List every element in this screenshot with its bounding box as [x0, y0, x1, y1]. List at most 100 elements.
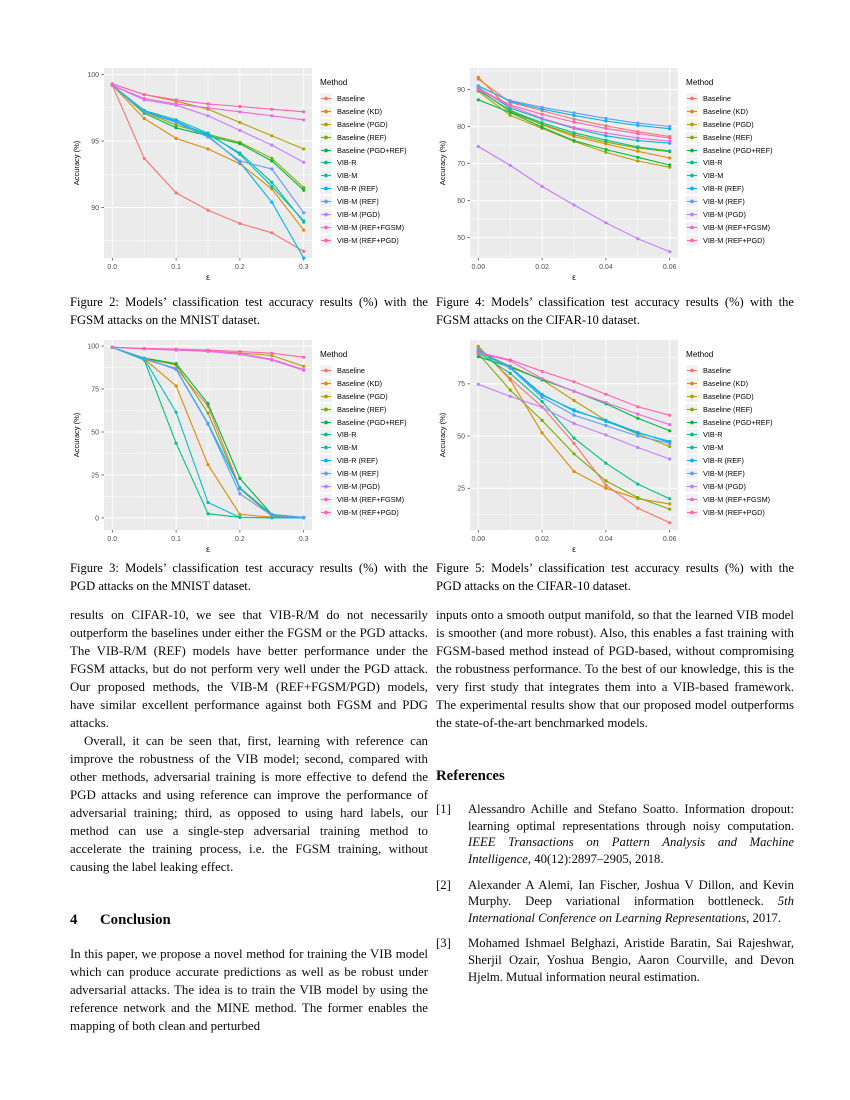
- legend-title: Method: [686, 350, 714, 359]
- legend-key-icon: [320, 105, 332, 117]
- svg-text:60: 60: [457, 198, 465, 205]
- legend-item: Baseline (REF): [320, 403, 434, 416]
- legend-title: Method: [686, 78, 714, 87]
- legend-label: Baseline: [337, 365, 365, 375]
- legend-key-icon: [320, 468, 332, 480]
- legend-key-icon: [686, 221, 698, 233]
- legend-key-icon: [320, 455, 332, 467]
- legend-key-icon: [686, 144, 698, 156]
- figure-2-chart: 90 95 100 0.0 0.1 0.2 0.3 ε Accuracy (%) Method …: [70, 62, 436, 294]
- legend-item: Baseline (KD): [320, 377, 434, 390]
- legend-item: VIB-R: [320, 428, 434, 441]
- legend-key-icon: [686, 183, 698, 195]
- legend-label: Baseline (REF): [337, 404, 387, 414]
- line-chart-fgsm-mnist: 90 95 100 0.0 0.1 0.2 0.3 ε Accuracy (%): [72, 68, 312, 282]
- legend-item: VIB-M: [686, 441, 800, 454]
- legend-key-icon: [320, 364, 332, 376]
- body-paragraph: Overall, it can be seen that, first, lea…: [70, 734, 428, 874]
- legend-key-icon: [320, 416, 332, 428]
- legend-label: VIB-M (PGD): [337, 481, 380, 491]
- legend-label: VIB-M (REF): [703, 469, 745, 479]
- figure-5-caption: Figure 5: Models’ classification test ac…: [436, 561, 794, 593]
- legend-label: Baseline (REF): [337, 132, 387, 142]
- legend-label: Baseline (REF): [703, 132, 753, 142]
- legend-key-icon: [320, 429, 332, 441]
- legend-item: VIB-M (PGD): [320, 480, 434, 493]
- legend-label: VIB-R (REF): [703, 184, 744, 194]
- svg-text:ε: ε: [206, 545, 210, 554]
- legend-label: VIB-M (REF): [703, 197, 745, 207]
- legend-items: Baseline Baseline (KD) Baseline (PGD) Basel…: [686, 364, 800, 519]
- legend-label: VIB-M: [703, 443, 724, 453]
- svg-text:90: 90: [91, 205, 99, 212]
- legend-item: Baseline (REF): [686, 131, 800, 144]
- legend-item: Baseline: [686, 364, 800, 377]
- legend-label: Baseline (KD): [703, 378, 749, 388]
- legend-item: VIB-M (REF+PGD): [320, 506, 434, 519]
- svg-text:0.00: 0.00: [471, 264, 485, 271]
- legend-label: VIB-R: [337, 430, 357, 440]
- legend-item: VIB-M (PGD): [686, 480, 800, 493]
- legend-key-icon: [320, 493, 332, 505]
- legend-label: Baseline (PGD+REF): [703, 145, 773, 155]
- legend-label: VIB-M (PGD): [337, 209, 380, 219]
- legend-item: VIB-M (PGD): [320, 208, 434, 221]
- legend-key-icon: [686, 506, 698, 518]
- legend-label: VIB-R (REF): [337, 184, 378, 194]
- chart-legend: Method Baseline Baseline (KD) Baseline (PG…: [320, 78, 434, 247]
- legend-item: VIB-R: [320, 156, 434, 169]
- svg-text:0.2: 0.2: [235, 264, 245, 271]
- legend-label: Baseline (KD): [337, 106, 383, 116]
- svg-text:0.04: 0.04: [599, 536, 613, 543]
- legend-key-icon: [686, 429, 698, 441]
- line-chart-fgsm-cifar10: 50 60 70 80 90 0.00 0.02 0.04 0.06 ε Accuracy (%): [438, 68, 678, 282]
- legend-item: Baseline: [320, 92, 434, 105]
- svg-text:0.3: 0.3: [299, 264, 309, 271]
- legend-key-icon: [686, 105, 698, 117]
- legend-item: VIB-M (REF+FGSM): [320, 221, 434, 234]
- legend-label: Baseline (PGD): [337, 391, 388, 401]
- svg-text:Accuracy (%): Accuracy (%): [72, 140, 81, 185]
- reference-number: [2]: [436, 877, 451, 892]
- legend-item: Baseline (REF): [320, 131, 434, 144]
- svg-text:Accuracy (%): Accuracy (%): [438, 140, 447, 185]
- legend-label: VIB-M (REF+FGSM): [337, 222, 405, 232]
- svg-text:95: 95: [91, 138, 99, 145]
- chart-legend: Method Baseline Baseline (KD) Baseline (PG…: [686, 350, 800, 519]
- legend-label: VIB-M (PGD): [703, 481, 746, 491]
- svg-text:100: 100: [87, 72, 99, 79]
- legend-key-icon: [686, 416, 698, 428]
- reference-item: [1] Alessandro Achille and Stefano Soatto…: [436, 801, 794, 867]
- legend-label: Baseline: [703, 365, 731, 375]
- legend-label: Baseline (PGD+REF): [703, 417, 773, 427]
- legend-item: Baseline: [686, 92, 800, 105]
- legend-key-icon: [686, 403, 698, 415]
- svg-text:25: 25: [91, 472, 99, 479]
- legend-items: Baseline Baseline (KD) Baseline (PGD) Basel…: [320, 92, 434, 247]
- legend-label: Baseline (PGD+REF): [337, 417, 407, 427]
- legend-key-icon: [686, 196, 698, 208]
- svg-text:ε: ε: [572, 273, 576, 282]
- legend-label: Baseline (PGD+REF): [337, 145, 407, 155]
- reference-text: Mohamed Ishmael Belghazi, Aristide Barat…: [468, 936, 794, 984]
- legend-label: VIB-R: [337, 158, 357, 168]
- legend-item: VIB-R: [686, 428, 800, 441]
- figure-5-chart: 25 50 75 0.00 0.02 0.04 0.06 ε Accuracy (%) Meth…: [436, 334, 802, 566]
- legend-key-icon: [686, 157, 698, 169]
- svg-text:100: 100: [87, 343, 99, 350]
- legend-item: VIB-M (REF+FGSM): [686, 221, 800, 234]
- chart-legend: Method Baseline Baseline (KD) Baseline (PG…: [686, 78, 800, 247]
- legend-item: VIB-M (REF): [320, 195, 434, 208]
- svg-text:Accuracy (%): Accuracy (%): [72, 412, 81, 457]
- svg-text:Accuracy (%): Accuracy (%): [438, 412, 447, 457]
- svg-text:90: 90: [457, 87, 465, 94]
- legend-label: Baseline (PGD): [337, 119, 388, 129]
- svg-text:0.1: 0.1: [171, 536, 181, 543]
- legend-label: VIB-R (REF): [337, 456, 378, 466]
- legend-key-icon: [320, 183, 332, 195]
- svg-text:0: 0: [95, 515, 99, 522]
- legend-item: VIB-M (REF): [320, 467, 434, 480]
- legend-label: Baseline (KD): [703, 106, 749, 116]
- svg-text:50: 50: [91, 429, 99, 436]
- legend-key-icon: [320, 403, 332, 415]
